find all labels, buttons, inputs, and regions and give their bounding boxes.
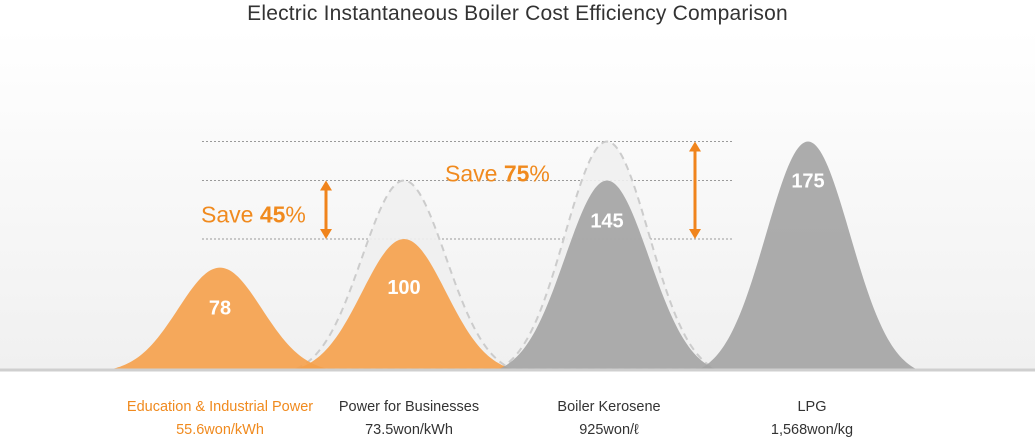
- category-label-power-businesses: Power for Businesses 73.5won/kWh: [289, 396, 529, 442]
- annotation-save-75: Save 75%: [445, 161, 550, 187]
- annotation-prefix: Save: [201, 202, 260, 228]
- bell-145: [499, 180, 715, 369]
- bell-175: [700, 141, 916, 369]
- category-rate: 925won/ℓ: [579, 422, 639, 438]
- bell-100: [296, 239, 512, 369]
- category-rate: 55.6won/kWh: [176, 422, 264, 438]
- bell-78: [112, 267, 328, 369]
- annotation-value: 75: [504, 161, 530, 187]
- arrow-save-75-head-down: [689, 229, 701, 239]
- annotation-suffix: %: [285, 202, 305, 228]
- annotation-suffix: %: [529, 161, 549, 187]
- category-rate: 73.5won/kWh: [365, 422, 453, 438]
- arrow-save-75-head-up: [689, 141, 701, 152]
- arrow-save-45-head-up: [320, 180, 332, 191]
- category-label-education-industrial: Education & Industrial Power 55.6won/kWh: [100, 396, 340, 442]
- annotation-prefix: Save: [445, 161, 504, 187]
- category-name: Boiler Kerosene: [557, 399, 661, 415]
- category-name: Power for Businesses: [338, 399, 480, 415]
- category-label-lpg: LPG 1,568won/kg: [692, 396, 932, 442]
- category-rate: 1,568won/kg: [770, 422, 854, 438]
- annotation-value: 45: [260, 202, 286, 228]
- value-label-145: 145: [590, 211, 623, 233]
- annotation-save-45: Save 45%: [201, 202, 306, 228]
- category-name: Education & Industrial Power: [126, 399, 314, 415]
- value-label-175: 175: [791, 171, 824, 193]
- chart-title: Electric Instantaneous Boiler Cost Effic…: [247, 2, 788, 25]
- value-label-100: 100: [387, 277, 420, 299]
- value-label-78: 78: [209, 298, 231, 320]
- arrow-save-45-head-down: [320, 229, 332, 239]
- category-name: LPG: [797, 399, 827, 415]
- category-label-boiler-kerosene: Boiler Kerosene 925won/ℓ: [489, 396, 729, 442]
